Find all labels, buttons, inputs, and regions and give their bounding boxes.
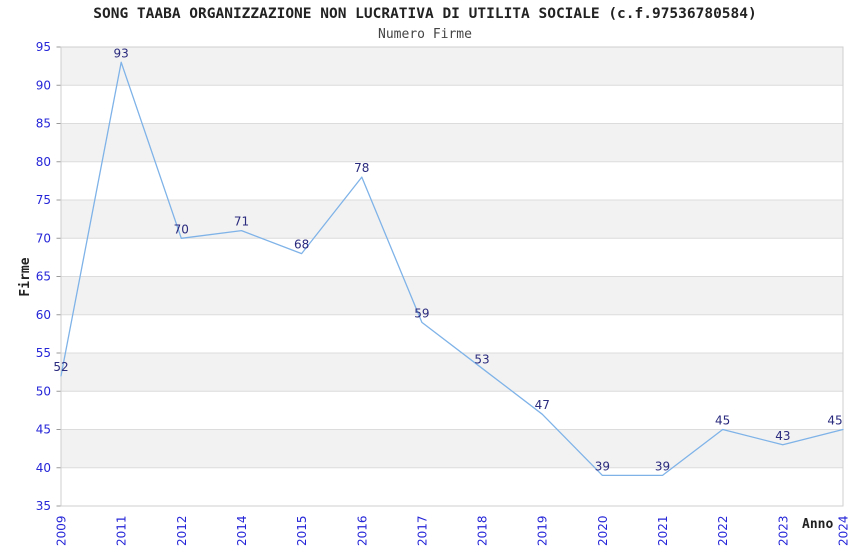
data-point-label: 59 [414,306,429,320]
data-point-label: 78 [354,161,369,175]
plot-band [61,47,843,86]
y-tick-label: 70 [36,231,51,245]
data-point-label: 71 [234,215,249,229]
data-point-label: 45 [715,414,730,428]
plot-band [61,314,843,353]
plot-band [61,200,843,239]
series-line [60,61,844,477]
y-tick-label: 55 [36,346,51,360]
data-point-label: 45 [827,414,842,428]
x-tick-label: 2017 [415,515,429,546]
y-tick-label: 35 [36,499,51,513]
data-point-label: 68 [294,238,309,252]
data-point-label: 70 [174,222,189,236]
data-point-label: 52 [53,360,68,374]
x-tick-label: 2016 [355,515,369,546]
x-tick-label: 2009 [55,515,69,546]
plot-band [61,353,843,392]
y-tick-label: 65 [36,270,51,284]
plot-band [61,238,843,277]
x-tick-label: 2015 [295,515,309,546]
x-tick-label: 2022 [716,515,730,546]
chart-subtitle: Numero Firme [378,27,472,42]
x-tick-label: 2014 [235,515,249,546]
y-tick-label: 50 [36,384,51,398]
y-tick-label: 75 [36,193,51,207]
data-point-label: 39 [595,459,610,473]
y-tick-label: 90 [36,78,51,92]
x-tick-label: 2021 [656,515,670,546]
plot-band [61,85,843,124]
plot-border [60,46,844,507]
plot-band [61,276,843,315]
y-tick-label: 40 [36,461,51,475]
x-axis-title: Anno [802,517,834,532]
data-point-label: 53 [474,352,489,366]
x-tick-label: 2020 [596,515,610,546]
chart-title: SONG TAABA ORGANIZZAZIONE NON LUCRATIVA … [93,6,757,22]
y-tick-label: 85 [36,117,51,131]
x-tick-label: 2018 [476,515,490,546]
plot-band [61,391,843,430]
y-tick-label: 45 [36,423,51,437]
x-tick-label: 2024 [837,515,850,546]
x-tick-label: 2019 [536,515,550,546]
x-tick-label: 2023 [776,515,790,546]
data-point-label: 47 [535,398,550,412]
plot-band [61,429,843,468]
x-tick-label: 2011 [115,515,129,546]
y-tick-label: 95 [36,40,51,54]
x-tick-label: 2012 [175,515,189,546]
y-tick-label: 80 [36,155,51,169]
data-point-label: 43 [775,429,790,443]
plot-band [61,123,843,162]
plot-band [61,467,843,506]
y-tick-label: 60 [36,308,51,322]
data-point-label: 93 [114,46,129,60]
plot-band [61,161,843,200]
data-point-label: 39 [655,459,670,473]
